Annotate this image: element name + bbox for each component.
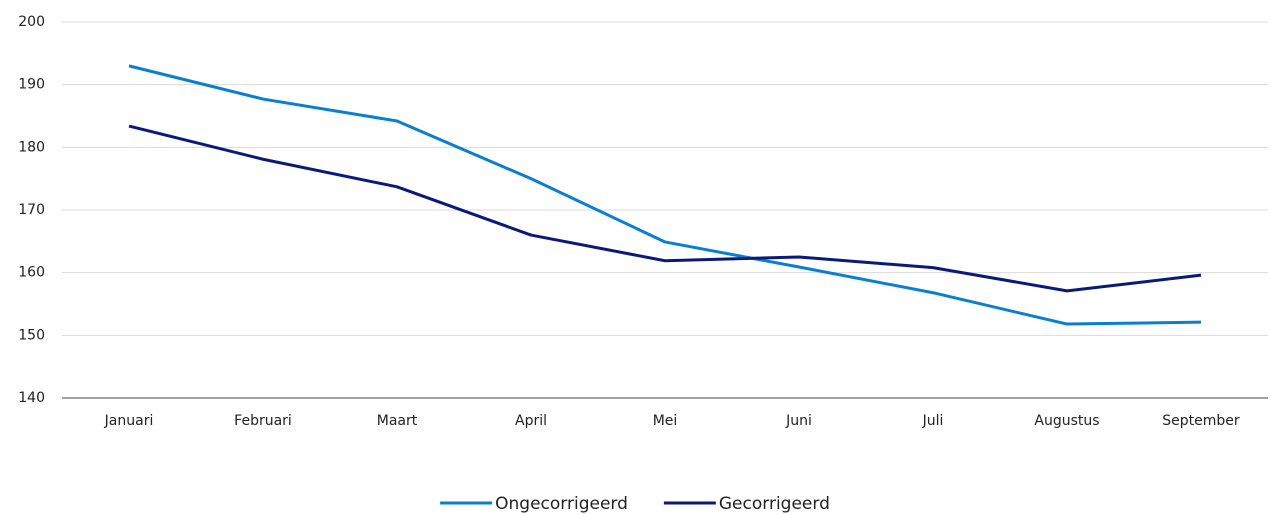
x-tick-label: Januari [104, 413, 154, 429]
legend-label: Gecorrigeerd [719, 494, 830, 514]
x-tick-label: Juli [922, 413, 944, 429]
x-tick-label: September [1162, 413, 1240, 429]
x-tick-label: April [515, 413, 547, 429]
y-tick-label: 200 [18, 14, 45, 30]
y-tick-label: 180 [18, 139, 45, 155]
x-tick-label: Maart [377, 413, 418, 429]
x-tick-label: Mei [653, 413, 678, 429]
y-tick-label: 190 [18, 77, 45, 93]
legend: Ongecorrigeerd Gecorrigeerd [440, 494, 830, 514]
x-tick-label: Augustus [1034, 413, 1099, 429]
y-tick-label: 160 [18, 265, 45, 281]
x-tick-label: Juni [785, 413, 812, 429]
legend-label: Ongecorrigeerd [495, 494, 628, 514]
series-line [128, 124, 1202, 293]
y-tick-label: 140 [18, 390, 45, 406]
series-line [128, 64, 1202, 326]
y-tick-label: 150 [18, 327, 45, 343]
y-tick-label: 170 [18, 202, 45, 218]
x-tick-label: Februari [234, 413, 292, 429]
